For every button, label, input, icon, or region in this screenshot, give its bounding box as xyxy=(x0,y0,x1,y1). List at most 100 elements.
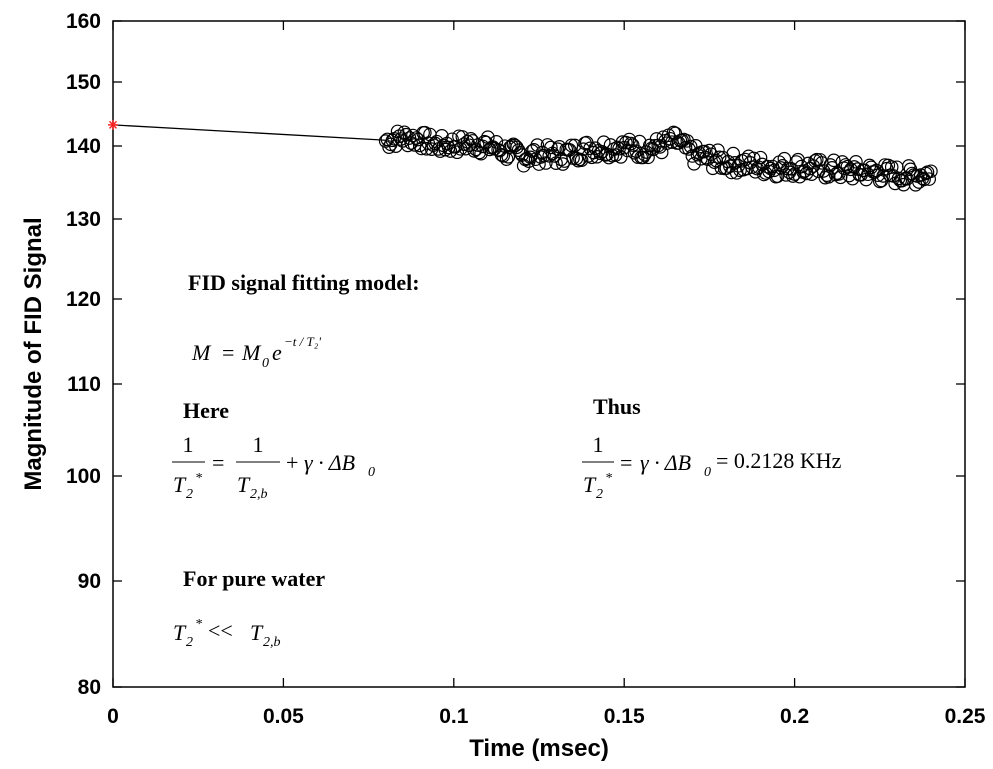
data-point xyxy=(838,158,853,172)
eq-equals: = xyxy=(222,340,234,365)
eq1-gamma: γ · ΔB xyxy=(304,450,355,475)
eq3-t2-sub: 2,b xyxy=(263,635,281,650)
eq1-den1: T xyxy=(173,472,187,497)
data-point xyxy=(884,160,899,174)
data-point xyxy=(600,147,614,162)
eq2-den-star: * xyxy=(605,471,612,486)
data-point xyxy=(382,140,396,154)
x-tick-label: 0.1 xyxy=(439,705,469,728)
data-point xyxy=(687,157,701,171)
eq3-t2: T xyxy=(250,620,264,645)
data-point xyxy=(392,129,407,144)
plot-frame xyxy=(112,20,966,688)
data-point xyxy=(489,135,504,149)
here-label: Here xyxy=(183,398,229,423)
water-label: For pure water xyxy=(183,566,325,591)
data-point xyxy=(651,138,666,153)
data-point xyxy=(619,135,633,150)
data-point xyxy=(683,139,698,154)
data-point xyxy=(922,172,937,186)
data-point xyxy=(496,149,511,163)
data-point xyxy=(924,164,938,179)
eq1-num2: 1 xyxy=(253,432,264,457)
eq2-den-sub: 2 xyxy=(596,487,603,502)
data-point xyxy=(624,136,638,151)
thus-label: Thus xyxy=(593,394,641,419)
x-tick-label: 0.25 xyxy=(945,705,986,728)
data-point xyxy=(808,154,822,168)
data-point xyxy=(748,165,763,179)
data-point xyxy=(556,157,570,171)
thus-equation: 1 T 2 * = γ · ΔB 0 = 0.2128 KHz xyxy=(582,432,842,502)
eq1-equals: = xyxy=(212,450,224,475)
eq1-plus: + xyxy=(286,450,298,475)
data-point xyxy=(544,140,558,155)
eq3-t-star: * xyxy=(195,617,202,632)
eq-m: M xyxy=(191,340,212,365)
initial-point-marker xyxy=(108,119,118,130)
data-point xyxy=(574,153,589,167)
axis-ticks xyxy=(112,20,966,688)
eq-m0: M xyxy=(241,340,262,365)
data-point xyxy=(527,143,541,157)
data-point xyxy=(516,158,531,173)
here-equation: 1 T 2 * = 1 T 2,b + γ · ΔB 0 xyxy=(172,432,375,502)
data-point xyxy=(728,156,742,170)
data-point xyxy=(917,172,931,187)
data-point xyxy=(753,150,768,165)
data-point xyxy=(482,142,497,157)
x-tick-label: 0.05 xyxy=(263,705,304,728)
data-point xyxy=(435,129,449,143)
eq2-den: T xyxy=(583,472,597,497)
eq1-gamma-sub: 0 xyxy=(368,465,375,480)
eq2-gamma-sub: 0 xyxy=(704,465,711,480)
data-point xyxy=(859,172,873,187)
model-title: FID signal fitting model: xyxy=(188,270,420,295)
data-point xyxy=(494,147,509,162)
data-point xyxy=(470,138,485,152)
eq3-t-sub: 2 xyxy=(186,635,193,650)
eq-exponent: −t / T₂' xyxy=(284,334,321,349)
data-point xyxy=(745,160,759,174)
y-tick-label: 100 xyxy=(66,465,101,488)
initial-point-stroke xyxy=(109,120,117,129)
y-axis-title: Magnitude of FID Signal xyxy=(20,217,47,490)
eq2-equals: = xyxy=(620,450,632,475)
y-tick-label: 80 xyxy=(78,676,101,699)
data-point xyxy=(849,155,863,169)
eq-e: e xyxy=(272,340,282,365)
eq1-den2-sub: 2,b xyxy=(250,487,268,502)
model-equation: M = M 0 e −t / T₂' xyxy=(191,334,321,371)
y-tick-label: 130 xyxy=(66,208,101,231)
data-point xyxy=(840,159,855,174)
y-tick-label: 120 xyxy=(66,288,101,311)
data-point xyxy=(620,143,635,158)
data-point xyxy=(503,140,517,154)
data-point xyxy=(803,161,817,176)
eq2-num: 1 xyxy=(593,432,604,457)
eq1-den1-star: * xyxy=(195,471,202,486)
data-point xyxy=(879,161,894,176)
eq2-gamma: γ · ΔB xyxy=(640,450,691,475)
fit-line xyxy=(112,124,386,141)
eq-sub0: 0 xyxy=(262,356,269,371)
data-series xyxy=(378,124,938,192)
data-point xyxy=(913,168,928,182)
y-tick-label: 110 xyxy=(67,373,101,396)
x-tick-label: 0 xyxy=(107,705,119,728)
x-axis-title: Time (msec) xyxy=(469,735,609,762)
eq3-ll: << xyxy=(208,618,233,643)
data-point xyxy=(791,152,805,167)
x-tick-label: 0.2 xyxy=(780,705,809,728)
data-point xyxy=(826,153,841,168)
data-point xyxy=(508,138,522,153)
data-point xyxy=(711,143,725,158)
y-tick-label: 140 xyxy=(66,135,101,158)
y-tick-label: 90 xyxy=(78,570,101,593)
data-point xyxy=(450,145,465,160)
data-point xyxy=(445,132,459,147)
data-point xyxy=(774,161,788,175)
data-point xyxy=(610,140,625,155)
